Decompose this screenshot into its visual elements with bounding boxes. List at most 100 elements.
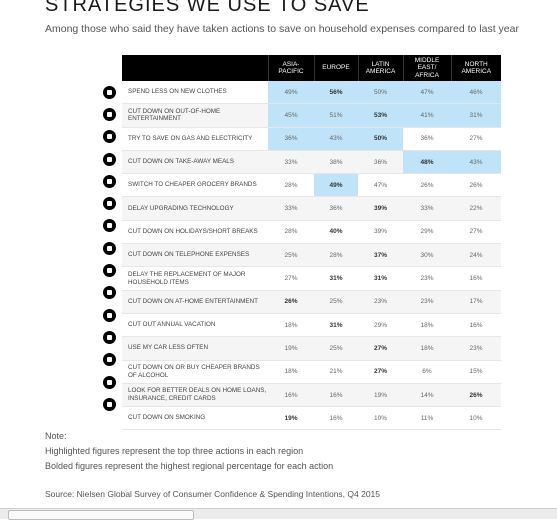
value-cell: 31%	[358, 266, 403, 291]
value-cell: 49%	[314, 173, 358, 198]
value-cell: 18%	[403, 336, 451, 361]
table-row: CUT DOWN ON HOLIDAYS/SHORT BREAKS 28% 40% 3…	[122, 220, 501, 245]
value-cell: 31%	[314, 313, 358, 338]
value-cell: 28%	[268, 173, 314, 198]
value-cell: 56%	[314, 81, 358, 105]
action-label: CUT DOWN ON TELEPHONE EXPENSES	[122, 243, 268, 268]
takeaway-icon	[102, 152, 116, 166]
table-row: CUT DOWN ON AT-HOME ENTERTAINMENT 26% 25% 2…	[122, 290, 501, 314]
value-cell: 16%	[314, 383, 358, 408]
header-corner	[122, 55, 268, 81]
home-icon	[102, 286, 116, 300]
chart-title: STRATEGIES WE USE TO SAVE	[45, 0, 370, 16]
icon-cell	[101, 237, 117, 259]
value-cell: 28%	[314, 243, 358, 268]
value-cell: 29%	[358, 313, 403, 338]
scrollbar-thumb[interactable]	[8, 510, 194, 520]
table-row: SPEND LESS ON NEW CLOTHES 49% 56% 50% 47% 46%	[122, 81, 501, 105]
value-cell: 23%	[403, 266, 451, 291]
value-cell: 33%	[268, 196, 314, 221]
value-cell: 26%	[403, 173, 451, 198]
value-cell: 46%	[451, 81, 501, 105]
value-cell: 47%	[358, 173, 403, 198]
notes-heading: Note:	[45, 431, 67, 441]
value-cell: 43%	[314, 127, 358, 151]
icon-cell	[101, 126, 117, 148]
table-row: DELAY UPGRADING TECHNOLOGY 33% 36% 39% 33% 22…	[122, 196, 501, 221]
value-cell: 21%	[314, 360, 358, 384]
action-label: CUT DOWN ON OUT-OF-HOME ENTERTAINMENT	[122, 103, 268, 128]
vacation-icon	[102, 308, 116, 322]
value-cell: 45%	[268, 103, 314, 128]
value-cell: 18%	[268, 313, 314, 338]
icon-cell	[101, 304, 117, 326]
icon-cell	[101, 81, 117, 103]
notes-line-highlight: Highlighted figures represent the top th…	[45, 446, 304, 456]
column-header-line2: AFRICA	[415, 71, 439, 79]
grocery-icon	[102, 174, 116, 188]
table-row: CUT DOWN ON OUT-OF-HOME ENTERTAINMENT 45%…	[122, 103, 501, 128]
source-text: Source: Nielsen Global Survey of Consume…	[45, 489, 381, 499]
value-cell: 39%	[358, 196, 403, 221]
clothes-icon	[102, 85, 116, 99]
technology-icon	[102, 197, 116, 211]
column-header: ASIA- PACIFIC	[267, 55, 314, 81]
icon-cell	[101, 326, 117, 348]
value-cell: 40%	[314, 220, 358, 245]
value-cell: 36%	[314, 196, 358, 221]
value-cell: 22%	[451, 196, 501, 221]
value-cell: 36%	[403, 127, 451, 151]
action-label: SPEND LESS ON NEW CLOTHES	[122, 81, 268, 105]
action-label: DELAY UPGRADING TECHNOLOGY	[122, 196, 268, 221]
value-cell: 15%	[451, 360, 501, 384]
car-icon	[102, 330, 116, 344]
value-cell: 19%	[268, 406, 314, 431]
alcohol-icon	[102, 353, 116, 367]
value-cell: 16%	[451, 313, 501, 338]
action-label: SWITCH TO CHEAPER GROCERY BRANDS	[122, 173, 268, 198]
household-items-icon	[102, 264, 116, 278]
notes-line-bold: Bolded figures represent the highest reg…	[45, 461, 334, 471]
table-row: CUT DOWN ON OR BUY CHEAPER BRANDS OF ALC…	[122, 360, 501, 384]
value-cell: 31%	[451, 103, 501, 128]
telephone-icon	[102, 241, 116, 255]
value-cell: 10%	[358, 406, 403, 431]
value-cell: 18%	[403, 313, 451, 338]
action-label: CUT DOWN ON SMOKING	[122, 406, 268, 431]
table-row: USE MY CAR LESS OFTEN 19% 25% 27% 18% 23%	[122, 336, 501, 361]
value-cell: 11%	[403, 406, 451, 431]
value-cell: 23%	[358, 290, 403, 314]
value-cell: 30%	[403, 243, 451, 268]
value-cell: 41%	[403, 103, 451, 128]
value-cell: 39%	[358, 220, 403, 245]
value-cell: 37%	[358, 243, 403, 268]
table-header-row: ASIA- PACIFIC EUROPE LATIN AMERICA MIDDLE EAS…	[122, 55, 501, 81]
value-cell: 26%	[451, 173, 501, 198]
table-row: DELAY THE REPLACEMENT OF MAJOR HOUSEHOLD…	[122, 266, 501, 291]
value-cell: 36%	[268, 127, 314, 151]
value-cell: 38%	[314, 150, 358, 175]
value-cell: 51%	[314, 103, 358, 128]
holiday-icon	[102, 219, 116, 233]
value-cell: 33%	[268, 150, 314, 175]
column-header-line1: ASIA-	[282, 60, 300, 68]
value-cell: 14%	[403, 383, 451, 408]
icon-cell	[101, 282, 117, 304]
icon-cell	[101, 103, 117, 125]
column-header-line1: LATIN	[371, 60, 390, 68]
horizontal-scrollbar[interactable]	[0, 508, 557, 520]
column-header-line1: NORTH	[464, 60, 488, 68]
strategies-table: ASIA- PACIFIC EUROPE LATIN AMERICA MIDDLE EAS…	[122, 55, 501, 431]
value-cell: 36%	[358, 150, 403, 175]
icon-cell	[101, 259, 117, 281]
action-label: DELAY THE REPLACEMENT OF MAJOR HOUSEHOLD…	[122, 266, 268, 291]
value-cell: 31%	[314, 266, 358, 291]
action-label: LOOK FOR BETTER DEALS ON HOME LOANS, INS…	[122, 383, 268, 408]
column-header: EUROPE	[313, 55, 358, 81]
table-row: CUT DOWN ON TAKE-AWAY MEALS 33% 38% 36% 48% 4…	[122, 150, 501, 175]
icon-cell	[101, 192, 117, 214]
value-cell: 26%	[268, 290, 314, 314]
entertainment-icon	[102, 107, 116, 121]
value-cell: 17%	[451, 290, 501, 314]
value-cell: 19%	[358, 383, 403, 408]
